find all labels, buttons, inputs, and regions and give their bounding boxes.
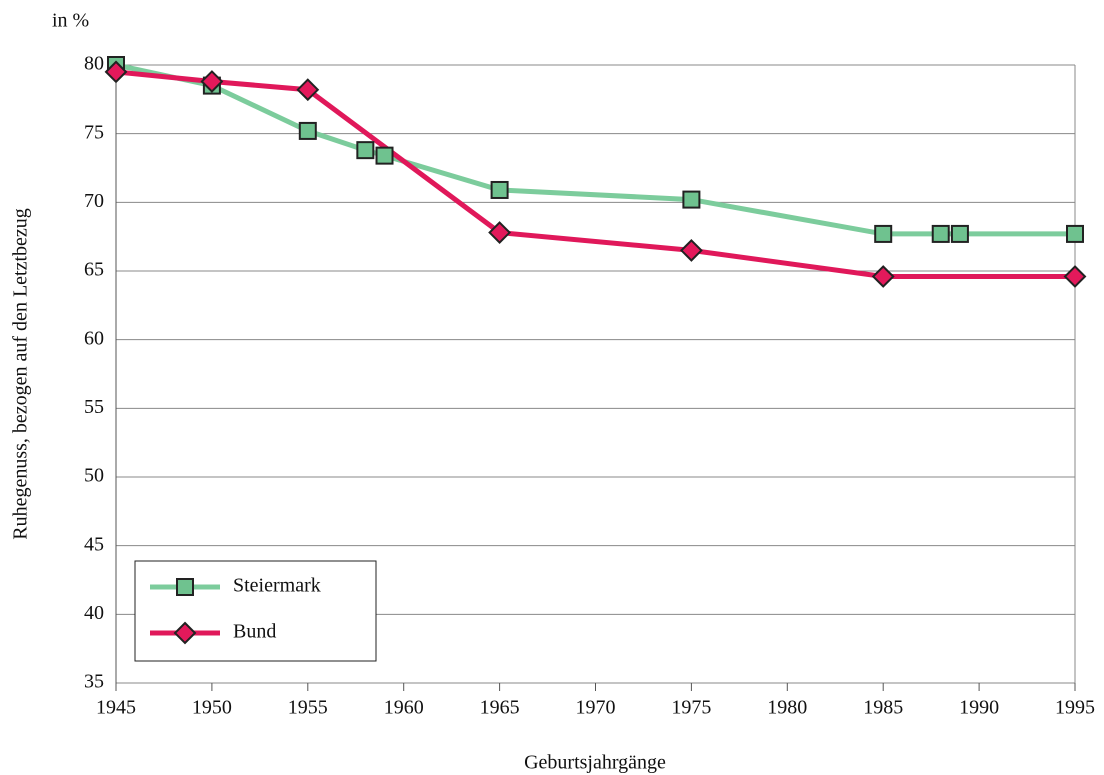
x-tick-label: 1970 (576, 697, 616, 719)
marker (200, 70, 224, 93)
marker (1063, 265, 1087, 288)
y-tick-label: 70 (84, 190, 104, 212)
marker (490, 180, 509, 199)
legend-marker (173, 621, 197, 645)
y-tick-label: 50 (84, 465, 104, 487)
marker (375, 146, 394, 165)
x-tick-label: 1975 (671, 697, 711, 719)
marker (356, 141, 375, 160)
marker (488, 221, 512, 244)
marker (950, 224, 969, 243)
series-line (115, 62, 1075, 237)
y-tick-label: 35 (84, 671, 104, 693)
x-tick-label: 1995 (1055, 697, 1095, 719)
legend-box (134, 560, 377, 662)
marker (874, 224, 893, 243)
marker (1066, 224, 1084, 243)
y-tick-label: 40 (84, 602, 104, 624)
x-tick-label: 1965 (480, 697, 520, 719)
legend-label: Bund (233, 621, 276, 643)
marker (871, 265, 895, 288)
y-tick-label: 45 (84, 533, 104, 555)
x-tick-label: 1950 (192, 697, 232, 719)
x-axis-label: Geburtsjahrgänge (524, 752, 666, 774)
marker (298, 121, 317, 140)
x-tick-label: 1955 (288, 697, 328, 719)
legend-label: Steiermark (233, 575, 321, 597)
marker (104, 60, 128, 84)
x-tick-label: 1945 (96, 697, 136, 719)
y-tick-label: 65 (84, 259, 104, 281)
marker (296, 78, 320, 102)
x-tick-label: 1980 (767, 697, 807, 719)
y-tick-label: 60 (84, 327, 104, 349)
x-tick-label: 1985 (863, 697, 903, 719)
y-tick-label: 55 (84, 396, 104, 418)
series-line (115, 69, 1075, 279)
unit-label: in % (52, 10, 89, 32)
x-tick-label: 1960 (384, 697, 424, 719)
marker (931, 224, 950, 243)
legend-marker (176, 578, 194, 596)
y-tick-label: 80 (84, 53, 104, 75)
y-axis-label: Ruhegenuss, bezogen auf den Letztbezug (10, 208, 32, 540)
marker (679, 238, 703, 262)
y-tick-label: 75 (84, 121, 104, 143)
x-tick-label: 1990 (959, 697, 999, 719)
marker (682, 190, 701, 209)
